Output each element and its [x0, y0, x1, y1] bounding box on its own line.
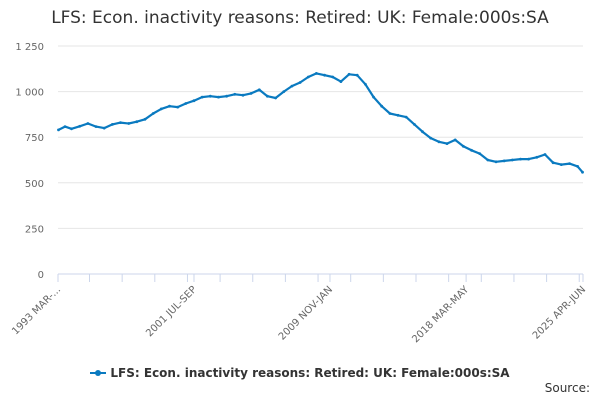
legend: LFS: Econ. inactivity reasons: Retired: … [0, 366, 600, 380]
data-point[interactable] [339, 80, 343, 83]
data-point[interactable] [298, 81, 302, 84]
data-point[interactable] [127, 122, 131, 125]
data-point[interactable] [470, 148, 473, 152]
y-tick-label: 1 000 [15, 88, 44, 99]
source-label: Source: [544, 381, 590, 395]
data-point[interactable] [519, 157, 522, 161]
data-point[interactable] [364, 82, 367, 86]
data-point[interactable] [200, 95, 204, 99]
data-point[interactable] [135, 120, 139, 124]
data-point[interactable] [478, 152, 482, 156]
data-point[interactable] [559, 163, 563, 167]
data-point[interactable] [168, 104, 171, 108]
data-point[interactable] [217, 95, 220, 99]
data-point[interactable] [257, 88, 261, 92]
data-point[interactable] [535, 155, 539, 159]
data-point[interactable] [576, 165, 579, 168]
legend-label: LFS: Econ. inactivity reasons: Retired: … [110, 366, 510, 380]
data-point[interactable] [225, 94, 229, 98]
data-point[interactable] [388, 112, 392, 115]
y-axis-labels: 0 250 500 750 1 000 1 250 [15, 42, 44, 281]
data-point[interactable] [241, 93, 245, 97]
data-point[interactable] [510, 158, 514, 162]
data-point[interactable] [437, 140, 441, 144]
x-axis-labels: 1993 MAR-... 2001 JUL-SEP 2009 NOV-JAN 2018… [10, 284, 588, 345]
data-point[interactable] [355, 73, 359, 77]
chart-title: LFS: Econ. inactivity reasons: Retired: … [51, 8, 549, 28]
data-point[interactable] [282, 90, 286, 93]
data-point[interactable] [413, 123, 416, 126]
data-point[interactable] [266, 94, 269, 98]
data-point[interactable] [86, 122, 90, 125]
data-point[interactable] [233, 92, 237, 96]
gridlines [58, 45, 583, 229]
data-point[interactable] [70, 127, 73, 131]
data-point[interactable] [94, 125, 98, 128]
data-point[interactable] [453, 138, 457, 142]
data-point[interactable] [429, 136, 433, 140]
data-point[interactable] [315, 72, 318, 75]
data-point[interactable] [568, 162, 571, 166]
data-point[interactable] [306, 75, 310, 79]
x-tick-label: 2018 MAR-MAY [410, 284, 471, 345]
data-point[interactable] [102, 126, 106, 130]
data-point[interactable] [208, 94, 212, 98]
legend-marker-icon [90, 369, 107, 377]
data-point[interactable] [543, 153, 547, 156]
data-point[interactable] [331, 75, 335, 79]
series-layer [57, 72, 584, 174]
data-point[interactable] [184, 102, 188, 105]
data-point[interactable] [143, 117, 147, 121]
data-point[interactable] [78, 124, 82, 128]
y-tick-label: 250 [25, 224, 44, 235]
y-tick-label: 500 [25, 179, 44, 190]
data-point[interactable] [551, 161, 555, 165]
x-tick-label: 1993 MAR-... [10, 284, 63, 337]
y-tick-label: 750 [25, 133, 44, 144]
data-point[interactable] [461, 144, 465, 148]
data-point[interactable] [192, 99, 196, 103]
data-point[interactable] [445, 142, 449, 146]
data-point[interactable] [111, 123, 114, 126]
y-tick-label: 1 250 [15, 42, 44, 53]
data-point[interactable] [581, 170, 584, 174]
data-point[interactable] [380, 104, 384, 108]
data-point[interactable] [404, 115, 408, 119]
x-tick-label: 2025 APR-JUN [531, 284, 588, 341]
data-point[interactable] [527, 157, 530, 161]
data-point[interactable] [249, 92, 253, 95]
data-point[interactable] [486, 158, 490, 162]
data-point[interactable] [502, 159, 506, 163]
data-point[interactable] [421, 130, 424, 134]
x-tick-label: 2009 NOV-JAN [277, 284, 335, 342]
data-point[interactable] [63, 125, 67, 128]
data-point[interactable] [347, 72, 351, 76]
x-axis [57, 273, 584, 282]
data-point[interactable] [396, 113, 400, 117]
data-point[interactable] [176, 105, 180, 109]
x-tick-label: 2001 JUL-SEP [144, 284, 199, 339]
data-point[interactable] [494, 160, 498, 164]
data-point[interactable] [274, 96, 277, 100]
data-point[interactable] [290, 84, 294, 88]
data-point[interactable] [159, 107, 163, 111]
data-point[interactable] [151, 112, 155, 115]
data-point[interactable] [119, 121, 122, 124]
data-point[interactable] [372, 95, 375, 99]
data-point[interactable] [57, 128, 60, 132]
y-tick-label: 0 [38, 270, 44, 281]
legend-item[interactable]: LFS: Econ. inactivity reasons: Retired: … [90, 366, 510, 380]
data-point[interactable] [323, 73, 326, 77]
